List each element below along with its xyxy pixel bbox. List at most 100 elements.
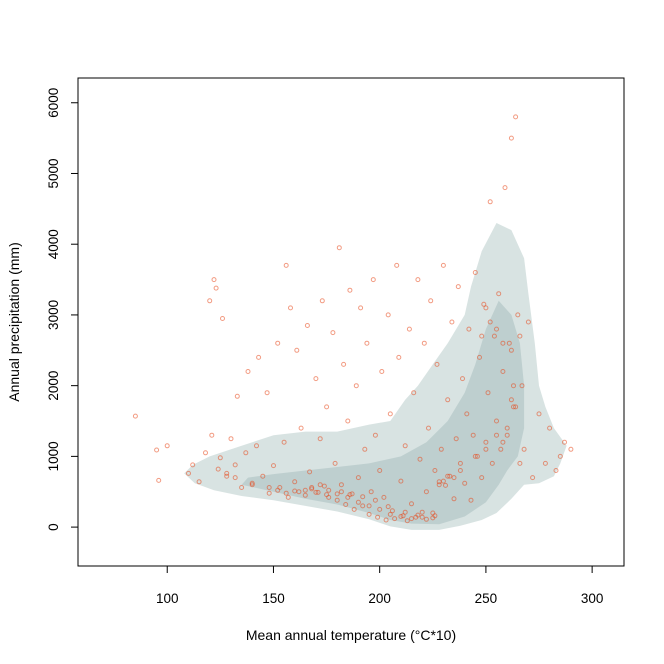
data-point [381, 494, 387, 500]
data-point [472, 453, 478, 459]
data-point [451, 496, 457, 502]
data-point [281, 439, 287, 445]
x-tick-label: 250 [475, 591, 498, 606]
data-point [432, 513, 438, 519]
data-point [271, 463, 276, 469]
data-point [487, 199, 493, 205]
data-point [466, 326, 472, 332]
y-tick-label: 2000 [46, 371, 61, 401]
y-tick-label: 1000 [46, 441, 61, 471]
data-point [203, 450, 208, 456]
inner-density [241, 300, 525, 525]
data-point [468, 497, 474, 503]
data-point [494, 418, 499, 424]
data-point [445, 473, 451, 479]
data-point [313, 489, 319, 495]
data-point [266, 490, 272, 496]
data-point [260, 473, 266, 479]
data-point [470, 432, 476, 438]
data-point [224, 470, 230, 476]
data-point [419, 509, 425, 515]
data-point [343, 502, 349, 507]
data-point [394, 262, 400, 268]
data-point [525, 319, 531, 325]
data-point [409, 516, 414, 522]
data-point [211, 277, 217, 283]
data-point [387, 411, 393, 417]
data-point [213, 285, 219, 291]
data-point [249, 480, 255, 486]
y-tick-label: 5000 [46, 158, 61, 188]
data-point [428, 298, 434, 304]
data-point [496, 291, 502, 297]
data-point [294, 347, 300, 353]
x-tick-label: 300 [581, 591, 604, 606]
data-point [358, 305, 364, 311]
data-point [321, 483, 327, 489]
data-point [511, 404, 516, 410]
data-point [513, 114, 519, 120]
data-point [423, 516, 429, 522]
data-point [568, 446, 574, 452]
x-tick-label: 200 [368, 591, 391, 606]
data-point [132, 413, 138, 419]
data-point [485, 390, 491, 396]
data-point [396, 354, 402, 360]
data-point [372, 497, 378, 503]
y-tick-label: 4000 [46, 229, 61, 259]
data-point [415, 512, 421, 518]
data-point [292, 488, 298, 494]
data-point [324, 492, 330, 498]
data-point [491, 333, 497, 339]
data-point [464, 411, 470, 417]
data-point [332, 460, 338, 466]
data-point [232, 462, 238, 468]
data-point [368, 489, 374, 495]
data-point [224, 473, 230, 479]
data-point [302, 487, 308, 493]
data-point [379, 369, 385, 374]
data-point [455, 284, 461, 290]
data-point [398, 514, 404, 519]
data-point [553, 468, 559, 473]
data-point [364, 340, 370, 346]
y-tick-label: 6000 [46, 88, 61, 118]
data-point [398, 478, 404, 484]
data-point [217, 455, 223, 461]
data-point [275, 340, 281, 346]
data-point [409, 501, 414, 507]
density-layer [184, 223, 567, 530]
data-point [449, 319, 455, 325]
data-point [245, 369, 251, 374]
data-point [372, 432, 378, 438]
data-point [494, 326, 499, 332]
data-point [313, 376, 319, 382]
data-point [334, 491, 340, 497]
data-point [392, 516, 398, 522]
data-point [508, 397, 514, 403]
data-point [360, 503, 366, 509]
data-point [345, 418, 351, 424]
data-point [154, 447, 160, 453]
data-point [215, 466, 221, 472]
data-point [547, 425, 553, 431]
data-point [474, 453, 480, 459]
data-point [375, 514, 381, 520]
data-point [438, 446, 444, 452]
data-point [530, 475, 536, 481]
data-point [309, 486, 315, 492]
data-point [404, 518, 410, 524]
data-point [366, 503, 372, 509]
data-point [254, 443, 259, 449]
data-point [256, 354, 262, 360]
data-point [355, 475, 361, 481]
data-point [347, 492, 353, 498]
data-point [502, 185, 508, 191]
data-point [500, 340, 506, 346]
data-point [389, 508, 395, 514]
data-point [515, 312, 521, 318]
data-point [239, 485, 245, 490]
data-point [283, 490, 289, 496]
data-point [377, 468, 383, 473]
data-point [307, 469, 313, 475]
